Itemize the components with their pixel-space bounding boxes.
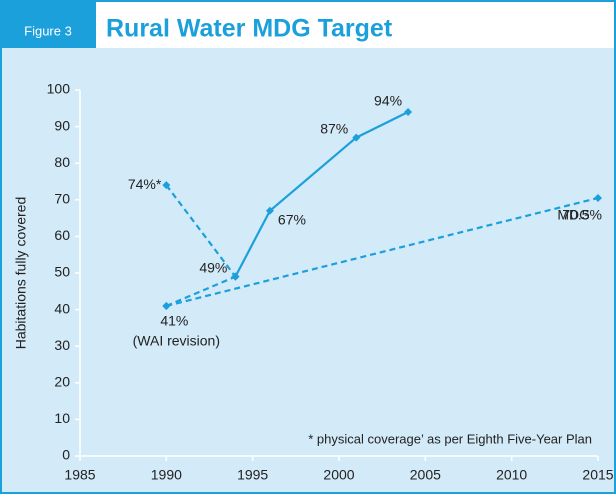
- data-label: 74%*: [128, 176, 162, 192]
- chart-title: Rural Water MDG Target: [106, 15, 393, 43]
- annotation: (WAI revision): [133, 333, 220, 349]
- y-tick-label: 90: [54, 117, 70, 133]
- x-tick-label: 1995: [237, 467, 268, 483]
- point: [352, 133, 361, 142]
- point: [162, 301, 171, 310]
- figure-label: Figure 3: [24, 23, 72, 38]
- y-tick-label: 30: [54, 337, 70, 353]
- y-tick-label: 40: [54, 300, 70, 316]
- x-tick-label: 2000: [323, 467, 354, 483]
- x-tick-label: 2015: [582, 467, 613, 483]
- y-tick-label: 70: [54, 191, 70, 207]
- point: [231, 272, 240, 281]
- annotation: MDG: [557, 207, 590, 223]
- data-label: 41%: [160, 313, 188, 329]
- figure-badge: [0, 0, 96, 48]
- header: [0, 0, 616, 48]
- data-label: 94%: [374, 93, 402, 109]
- y-tick-label: 20: [54, 374, 70, 390]
- line: [165, 275, 236, 307]
- y-tick-label: 0: [62, 447, 70, 463]
- y-tick-label: 80: [54, 154, 70, 170]
- point: [265, 206, 274, 215]
- data-label: 87%: [320, 120, 348, 136]
- point: [404, 107, 413, 116]
- data-label: 70.5%: [562, 207, 602, 223]
- y-tick-label: 50: [54, 264, 70, 280]
- x-tick-label: 1985: [64, 467, 95, 483]
- line: [165, 184, 237, 278]
- x-tick-label: 2010: [496, 467, 527, 483]
- x-tick-label: 2005: [410, 467, 441, 483]
- y-tick-label: 10: [54, 410, 70, 426]
- y-axis-label: Habitations fully covered: [13, 197, 29, 350]
- point: [594, 193, 602, 202]
- data-label: 67%: [278, 211, 306, 227]
- point: [162, 181, 171, 190]
- data-label: 49%: [199, 259, 227, 275]
- line: [166, 196, 599, 308]
- footnote: * physical coverage’ as per Eighth Five-…: [308, 431, 592, 446]
- y-tick-label: 60: [54, 227, 70, 243]
- line: [234, 110, 409, 278]
- y-tick-label: 100: [47, 81, 71, 97]
- x-tick-label: 1990: [151, 467, 182, 483]
